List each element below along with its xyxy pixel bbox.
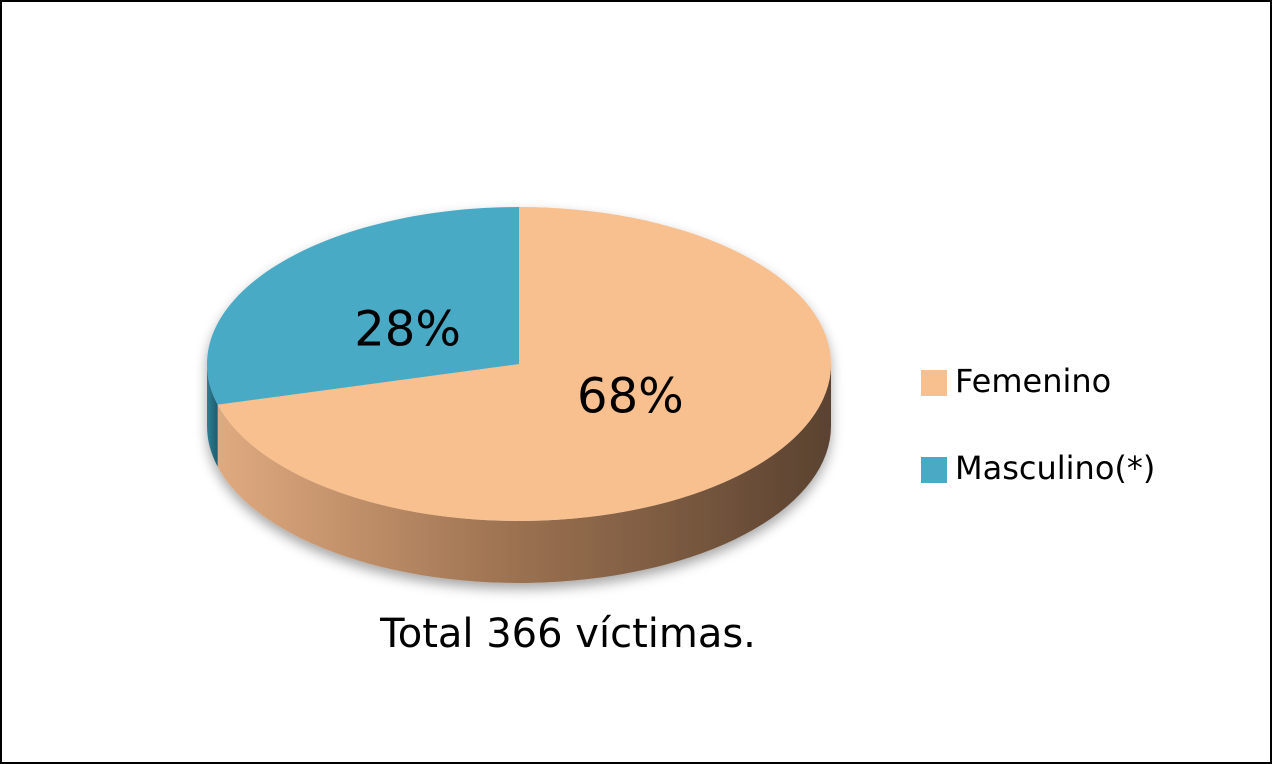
legend-swatch xyxy=(921,370,947,396)
slice xyxy=(217,207,831,521)
annotation: Total 366 víctimas. xyxy=(379,611,756,657)
slice-side xyxy=(217,364,831,584)
pie xyxy=(206,207,831,584)
slice-side xyxy=(207,364,218,467)
data-label: 68% xyxy=(577,368,684,424)
legend-swatch xyxy=(921,457,947,483)
legend-label: Masculino(*) xyxy=(955,449,1155,487)
legend-label: Femenino xyxy=(955,362,1111,400)
data-label: 28% xyxy=(354,302,461,358)
slice xyxy=(206,207,520,405)
